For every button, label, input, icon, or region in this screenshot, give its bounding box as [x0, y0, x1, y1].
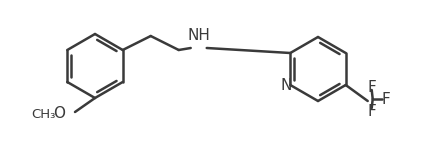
Text: F: F	[381, 92, 390, 106]
Text: NH: NH	[187, 28, 210, 44]
Text: CH₃: CH₃	[31, 107, 55, 121]
Text: F: F	[367, 103, 376, 118]
Text: O: O	[53, 106, 65, 122]
Text: N: N	[280, 78, 292, 92]
Text: F: F	[367, 80, 376, 94]
